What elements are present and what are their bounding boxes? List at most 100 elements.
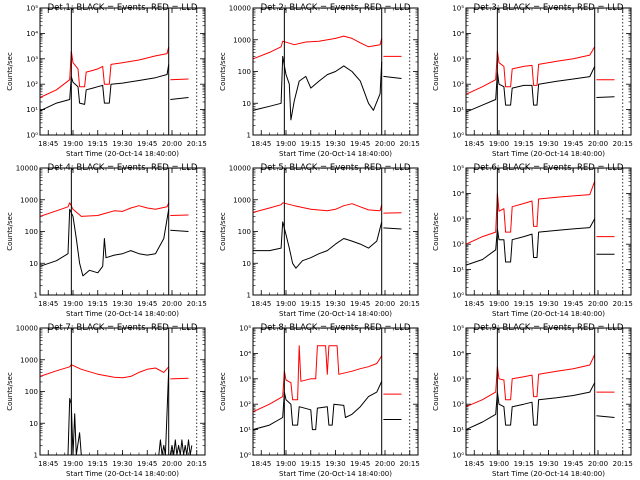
y-tick-label: 10²: [452, 401, 464, 409]
x-tick-label: 19:15: [301, 140, 321, 148]
x-tick-label: 19:00: [489, 460, 509, 468]
x-tick-label: 19:45: [563, 460, 583, 468]
y-tick-label: 10: [242, 260, 251, 268]
plot-frame: [465, 167, 632, 296]
x-tick-label: 19:15: [88, 140, 108, 148]
y-axis-label: Counts/sec: [219, 52, 227, 91]
x-tick-label: 18:45: [38, 300, 58, 308]
x-tick-label: 19:15: [88, 460, 108, 468]
series-lld-line: [39, 202, 170, 217]
y-tick-label: 10⁵: [26, 5, 38, 13]
y-axis-label: Counts/sec: [432, 52, 440, 91]
y-tick-label: 10⁵: [239, 325, 251, 333]
y-tick-label: 1000: [20, 356, 38, 364]
panel-det-8: Det 8: BLACK = Events, RED = LLD10⁰10¹10…: [219, 323, 420, 478]
y-axis-label: Counts/sec: [432, 372, 440, 411]
series-lld-line: [170, 377, 189, 380]
y-tick-label: 10²: [452, 81, 464, 89]
y-axis-label: Counts/sec: [6, 372, 14, 411]
plot-frame: [39, 167, 206, 296]
y-tick-label: 100: [25, 228, 38, 236]
y-tick-label: 10⁴: [452, 30, 464, 38]
series-events-line: [465, 382, 596, 431]
y-tick-label: 100: [238, 68, 251, 76]
plot-frame: [39, 327, 206, 456]
y-tick-label: 10: [242, 100, 251, 108]
y-tick-label: 10: [29, 420, 38, 428]
x-tick-label: 19:30: [112, 300, 132, 308]
y-tick-label: 10⁰: [452, 452, 464, 460]
y-axis-label: Counts/sec: [219, 372, 227, 411]
x-tick-label: 18:45: [464, 460, 484, 468]
x-tick-label: 19:30: [538, 460, 558, 468]
y-tick-label: 100: [25, 388, 38, 396]
y-tick-label: 100: [238, 228, 251, 236]
x-tick-label: 18:45: [464, 140, 484, 148]
series-events-line: [170, 229, 189, 232]
x-tick-label: 19:45: [350, 300, 370, 308]
y-tick-label: 10⁰: [26, 132, 38, 140]
series-lld-line: [39, 46, 170, 98]
plot-frame: [252, 167, 419, 296]
panel-det-6: Det 6: BLACK = Events, RED = LLD10⁰10¹10…: [432, 163, 633, 318]
x-tick-label: 20:00: [588, 140, 608, 148]
x-tick-label: 18:45: [251, 300, 271, 308]
series-lld-line: [252, 202, 383, 213]
y-tick-label: 10³: [452, 55, 464, 63]
x-axis-label: Start Time (20-Oct-14 18:40:00): [66, 150, 179, 158]
y-tick-label: 10: [29, 260, 38, 268]
x-tick-label: 19:45: [137, 460, 157, 468]
y-tick-label: 10¹: [239, 426, 251, 434]
y-tick-label: 10¹: [452, 266, 464, 274]
series-lld-line: [170, 78, 189, 81]
x-tick-label: 20:15: [400, 140, 420, 148]
y-tick-label: 10⁵: [452, 5, 464, 13]
y-tick-label: 10¹: [452, 426, 464, 434]
y-tick-label: 10000: [229, 165, 251, 173]
y-axis-label: Counts/sec: [6, 212, 14, 251]
x-tick-label: 19:15: [88, 300, 108, 308]
x-tick-label: 20:00: [588, 460, 608, 468]
panel-det-1: Det 1: BLACK = Events, RED = LLD10⁰10¹10…: [6, 3, 207, 158]
plot-frame: [465, 327, 632, 456]
y-tick-label: 10⁰: [239, 452, 251, 460]
plot-frame: [252, 7, 419, 136]
x-tick-label: 19:30: [112, 460, 132, 468]
y-tick-label: 10⁴: [452, 190, 464, 198]
series-events-line: [383, 227, 402, 230]
x-axis-label: Start Time (20-Oct-14 18:40:00): [492, 470, 605, 478]
x-tick-label: 19:15: [301, 300, 321, 308]
plot-frame: [252, 327, 419, 456]
x-tick-label: 19:45: [350, 140, 370, 148]
y-tick-label: 10²: [452, 241, 464, 249]
x-tick-label: 19:00: [276, 300, 296, 308]
series-events-line: [252, 381, 383, 431]
x-axis-label: Start Time (20-Oct-14 18:40:00): [492, 150, 605, 158]
x-tick-label: 20:15: [613, 460, 633, 468]
x-tick-label: 19:00: [489, 300, 509, 308]
x-tick-label: 19:15: [514, 300, 534, 308]
y-tick-label: 10000: [229, 5, 251, 13]
x-tick-label: 20:15: [613, 300, 633, 308]
x-tick-label: 19:00: [276, 140, 296, 148]
series-events-line: [383, 75, 402, 79]
x-tick-label: 19:00: [489, 140, 509, 148]
y-tick-label: 1: [247, 132, 251, 140]
y-tick-label: 10⁰: [452, 132, 464, 140]
x-tick-label: 20:00: [162, 140, 182, 148]
x-axis-label: Start Time (20-Oct-14 18:40:00): [66, 470, 179, 478]
y-tick-label: 1000: [233, 36, 251, 44]
series-lld-line: [465, 354, 596, 408]
x-tick-label: 19:15: [301, 460, 321, 468]
x-tick-label: 20:15: [187, 140, 207, 148]
panel-det-3: Det 3: BLACK = Events, RED = LLD10⁰10¹10…: [432, 3, 633, 158]
x-tick-label: 20:15: [400, 300, 420, 308]
x-tick-label: 18:45: [464, 300, 484, 308]
y-tick-label: 10⁴: [26, 30, 38, 38]
x-tick-label: 19:00: [276, 460, 296, 468]
x-tick-label: 19:30: [112, 140, 132, 148]
panel-det-5: Det 5: BLACK = Events, RED = LLD11010010…: [219, 163, 420, 318]
x-tick-label: 20:00: [375, 460, 395, 468]
plot-frame: [465, 7, 632, 136]
